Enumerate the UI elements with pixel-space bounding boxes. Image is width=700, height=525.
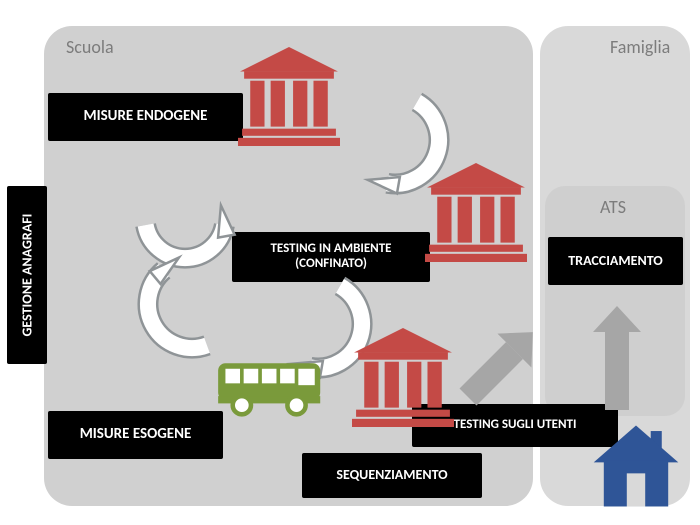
house-icon [590, 420, 682, 512]
building-icon [238, 44, 340, 146]
building-icon [352, 325, 454, 427]
building-icon [425, 160, 527, 262]
bus-icon [216, 356, 326, 420]
